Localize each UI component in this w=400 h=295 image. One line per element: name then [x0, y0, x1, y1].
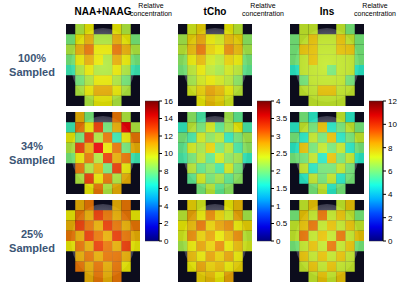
svg-text:10: 10 [388, 120, 397, 129]
html-text:Ins: Ins [319, 6, 335, 17]
svg-text:2: 2 [276, 167, 281, 176]
svg-text:6: 6 [388, 167, 393, 176]
html-text:concentration: concentration [242, 10, 284, 17]
svg-text:4: 4 [388, 190, 393, 199]
svg-text:2: 2 [388, 214, 393, 223]
svg-text:14: 14 [164, 114, 173, 123]
svg-text:12: 12 [164, 132, 173, 141]
svg-text:0.5: 0.5 [276, 219, 288, 228]
html-text:Relative: Relative [138, 2, 164, 9]
svg-text:4: 4 [164, 202, 169, 211]
svg-text:2.5: 2.5 [276, 149, 288, 158]
svg-text:8: 8 [164, 167, 169, 176]
svg-text:1.5: 1.5 [276, 184, 288, 193]
html-text:NAA+NAAG: NAA+NAAG [74, 6, 132, 17]
html-text:100%: 100% [17, 52, 47, 64]
svg-text:4: 4 [276, 97, 281, 106]
svg-text:16: 16 [164, 97, 173, 106]
html-text:25%: 25% [21, 228, 43, 240]
html-text:Sampled: Sampled [9, 154, 55, 166]
svg-text:12: 12 [388, 97, 397, 106]
svg-text:3: 3 [276, 132, 281, 141]
svg-text:0: 0 [388, 237, 393, 246]
svg-text:0: 0 [164, 237, 169, 246]
svg-text:1: 1 [276, 202, 281, 211]
svg-text:10: 10 [164, 149, 173, 158]
svg-text:0: 0 [276, 237, 281, 246]
html-text:Sampled: Sampled [9, 66, 55, 78]
html-text:Sampled: Sampled [9, 242, 55, 254]
svg-text:6: 6 [164, 184, 169, 193]
html-text:Relative: Relative [362, 2, 388, 9]
html-text:Relative: Relative [250, 2, 276, 9]
svg-text:8: 8 [388, 144, 393, 153]
html-text:concentration: concentration [130, 10, 172, 17]
svg-text:2: 2 [164, 219, 169, 228]
html-text:concentration: concentration [354, 10, 396, 17]
svg-text:3.5: 3.5 [276, 114, 288, 123]
html-text:tCho: tCho [203, 6, 227, 17]
html-text:34%: 34% [21, 140, 43, 152]
